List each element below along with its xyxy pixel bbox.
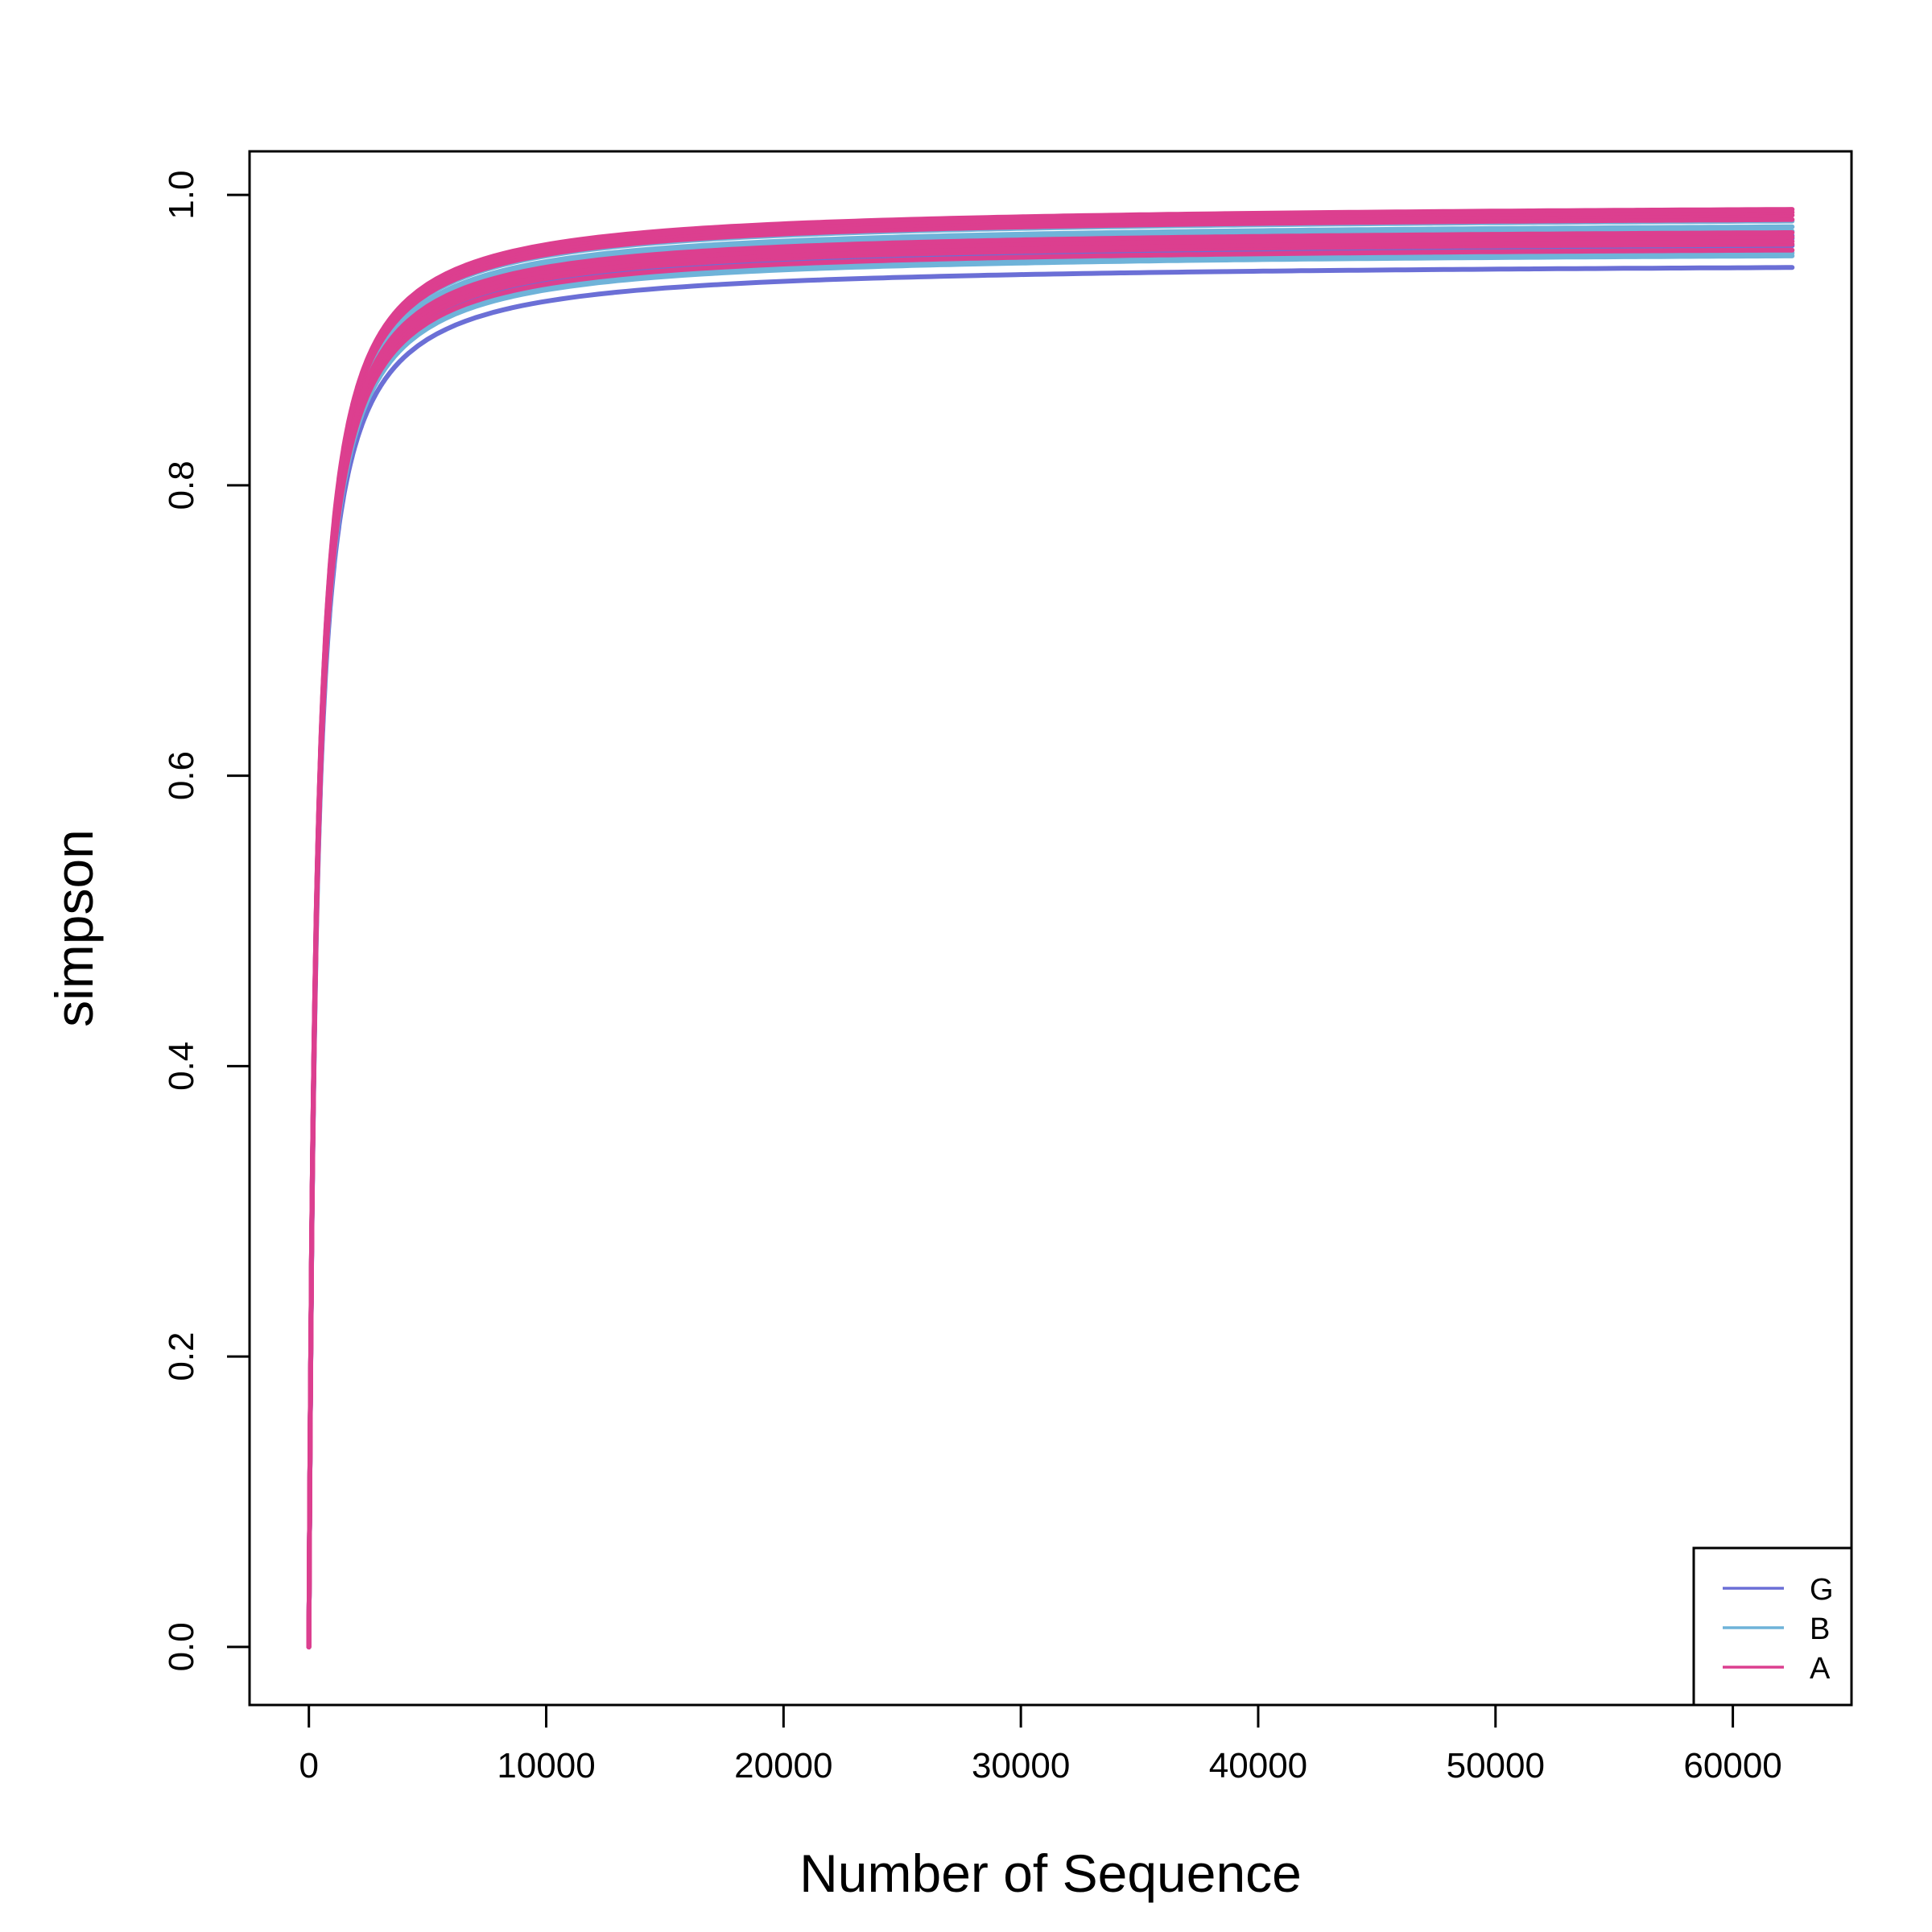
x-tick-label: 40000 bbox=[1209, 1746, 1307, 1785]
x-tick-label: 60000 bbox=[1683, 1746, 1781, 1785]
y-tick-label: 0.2 bbox=[162, 1332, 201, 1381]
y-tick-label: 1.0 bbox=[162, 171, 201, 220]
series-line-G-4 bbox=[306, 233, 1795, 1649]
y-axis-title: simpson bbox=[44, 829, 104, 1027]
series-line-A-13 bbox=[306, 234, 1795, 1649]
series-line-A-16 bbox=[306, 213, 1795, 1649]
series-line-B-9 bbox=[306, 218, 1795, 1649]
legend-label-B: B bbox=[1810, 1612, 1830, 1646]
series-line-A-10 bbox=[306, 247, 1795, 1649]
y-tick-label: 0.4 bbox=[162, 1042, 201, 1091]
series-line-G-3 bbox=[306, 236, 1795, 1649]
series-line-B-6 bbox=[306, 250, 1795, 1649]
y-axis: 0.0 0.2 0.4 0.6 0.8 1.0 bbox=[162, 171, 251, 1671]
plot-frame bbox=[248, 150, 1853, 1707]
series-line-A-17 bbox=[306, 209, 1795, 1649]
series-line-A-15 bbox=[306, 217, 1795, 1649]
series-line-B-8 bbox=[306, 224, 1795, 1649]
x-tick-label: 30000 bbox=[972, 1746, 1070, 1785]
legend: GBA bbox=[1692, 1546, 1853, 1707]
x-tick-label: 20000 bbox=[734, 1746, 832, 1785]
legend-label-A: A bbox=[1810, 1652, 1831, 1686]
x-tick-label: 50000 bbox=[1447, 1746, 1545, 1785]
series-curves bbox=[306, 207, 1795, 1649]
series-line-A-14 bbox=[306, 230, 1795, 1649]
series-line-G-2 bbox=[306, 243, 1795, 1649]
series-line-B-7 bbox=[306, 229, 1795, 1649]
x-axis-title: Number of Sequence bbox=[799, 1843, 1302, 1903]
y-tick-label: 0.6 bbox=[162, 751, 201, 800]
legend-label-G: G bbox=[1810, 1573, 1834, 1607]
series-line-G-1 bbox=[306, 265, 1795, 1649]
series-line-A-18 bbox=[306, 207, 1795, 1649]
x-axis: 0 10000 20000 30000 40000 50000 60000 bbox=[299, 1703, 1782, 1785]
series-line-A-11 bbox=[306, 242, 1795, 1649]
y-tick-label: 0.0 bbox=[162, 1622, 201, 1671]
series-line-A-12 bbox=[306, 238, 1795, 1649]
y-tick-label: 0.8 bbox=[162, 460, 201, 510]
x-tick-label: 10000 bbox=[497, 1746, 595, 1785]
series-line-B-5 bbox=[306, 253, 1795, 1649]
x-tick-label: 0 bbox=[299, 1746, 318, 1785]
